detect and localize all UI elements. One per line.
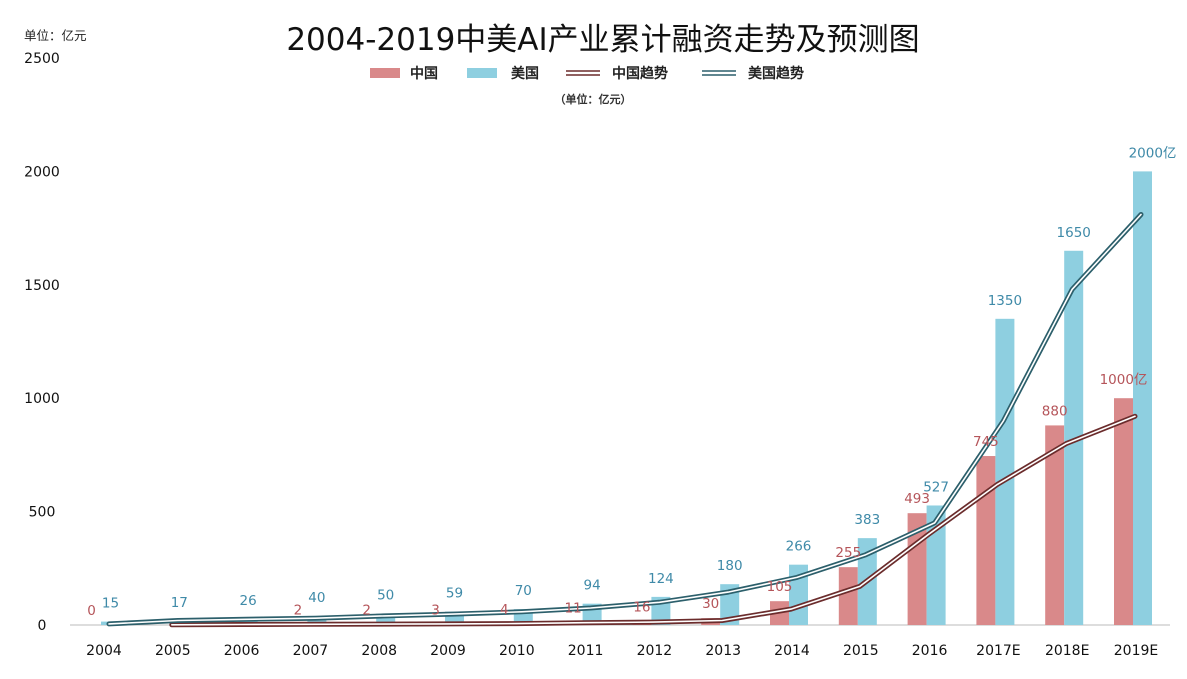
legend-label-usa-trend: 美国趋势 — [748, 65, 804, 82]
data-label-usa: 1650 — [1057, 225, 1091, 241]
x-tick-label: 2016 — [912, 643, 948, 659]
y-tick-label: 2500 — [24, 51, 60, 67]
legend: 中国 美国 中国趋势 美国趋势 （单位：亿元） — [370, 65, 804, 106]
data-label-china: 880 — [1042, 403, 1068, 419]
legend-item-china: 中国 — [370, 65, 438, 82]
data-label-usa: 2000亿 — [1129, 145, 1177, 161]
data-label-china: 745 — [973, 434, 999, 450]
x-tick-label: 2008 — [361, 643, 397, 659]
unit-label: 单位：亿元 — [24, 28, 87, 43]
x-axis: 2004 2005 2006 2007 2008 2009 2010 2011 2012 2013… — [70, 624, 1170, 659]
data-label-china: 3 — [431, 602, 440, 618]
bars — [101, 171, 1152, 625]
x-tick-label: 2009 — [430, 643, 466, 659]
chart-title: 2004-2019中美AI产业累计融资走势及预测图 — [286, 22, 919, 58]
data-label-usa: 527 — [923, 479, 949, 495]
x-tick-label: 2007 — [293, 643, 329, 659]
data-label-china: 2 — [294, 603, 303, 619]
data-label-usa: 59 — [446, 586, 463, 602]
data-label-china: 30 — [702, 596, 719, 612]
y-tick-label: 2000 — [24, 164, 60, 180]
data-label-usa: 15 — [102, 596, 119, 612]
data-label-usa: 266 — [786, 539, 812, 555]
legend-label-china: 中国 — [410, 65, 438, 82]
legend-swatch-china — [370, 68, 400, 78]
bar-china — [976, 456, 996, 625]
data-label-usa: 50 — [377, 588, 394, 604]
legend-label-usa: 美国 — [511, 65, 539, 82]
x-tick-label: 2004 — [86, 643, 122, 659]
x-tick-label: 2011 — [568, 643, 604, 659]
bar-china — [1114, 398, 1133, 625]
data-label-china: 0 — [87, 603, 96, 619]
data-label-usa: 383 — [854, 512, 880, 528]
legend-swatch-usa — [467, 68, 497, 78]
bar-usa — [1133, 171, 1152, 625]
x-tick-label: 2013 — [705, 643, 741, 659]
data-label-usa: 70 — [515, 583, 532, 599]
legend-item-usa: 美国 — [467, 65, 539, 82]
data-label-china: 11 — [565, 601, 582, 617]
x-tick-label: 2017E — [976, 643, 1020, 659]
data-label-usa: 26 — [240, 593, 257, 609]
x-tick-label: 2015 — [843, 643, 879, 659]
x-tick-label: 2005 — [155, 643, 191, 659]
bar-china — [1045, 425, 1065, 625]
data-label-china: 4 — [500, 602, 509, 618]
data-label-china: 1000亿 — [1100, 372, 1148, 388]
y-tick-label: 1500 — [24, 278, 60, 294]
y-axis: 0 500 1000 1500 2000 2500 — [24, 51, 60, 634]
bar-china — [838, 567, 858, 625]
data-label-usa: 40 — [308, 590, 325, 606]
legend-item-china-trend: 中国趋势 — [566, 65, 668, 82]
x-tick-label: 2010 — [499, 643, 535, 659]
data-label-china: 255 — [835, 545, 861, 561]
y-tick-label: 0 — [38, 618, 47, 634]
y-tick-label: 500 — [29, 505, 56, 521]
data-label-china: 16 — [633, 599, 650, 615]
trend-line-usa-highlight — [108, 213, 1142, 625]
data-label-usa: 94 — [584, 578, 601, 594]
x-tick-label: 2019E — [1114, 643, 1158, 659]
legend-unit-label: （单位：亿元） — [555, 92, 632, 106]
data-label-usa: 17 — [171, 595, 188, 611]
data-label-usa: 124 — [648, 571, 674, 587]
bar-usa — [376, 613, 396, 625]
x-tick-label: 2014 — [774, 643, 810, 659]
y-tick-label: 1000 — [24, 391, 60, 407]
data-label-usa: 180 — [717, 558, 743, 574]
data-label-china: 2 — [362, 603, 371, 619]
x-tick-label: 2018E — [1045, 643, 1089, 659]
data-label-usa: 1350 — [988, 293, 1022, 309]
legend-item-usa-trend: 美国趋势 — [702, 65, 804, 82]
data-label-china: 105 — [767, 579, 793, 595]
bar-usa — [995, 318, 1015, 625]
legend-label-china-trend: 中国趋势 — [612, 65, 668, 82]
trend-lines — [106, 212, 1144, 628]
data-label-china: 493 — [904, 491, 930, 507]
trend-line-china-highlight — [171, 415, 1136, 626]
x-tick-label: 2012 — [637, 643, 673, 659]
bar-usa — [1064, 250, 1084, 625]
x-tick-label: 2006 — [224, 643, 260, 659]
